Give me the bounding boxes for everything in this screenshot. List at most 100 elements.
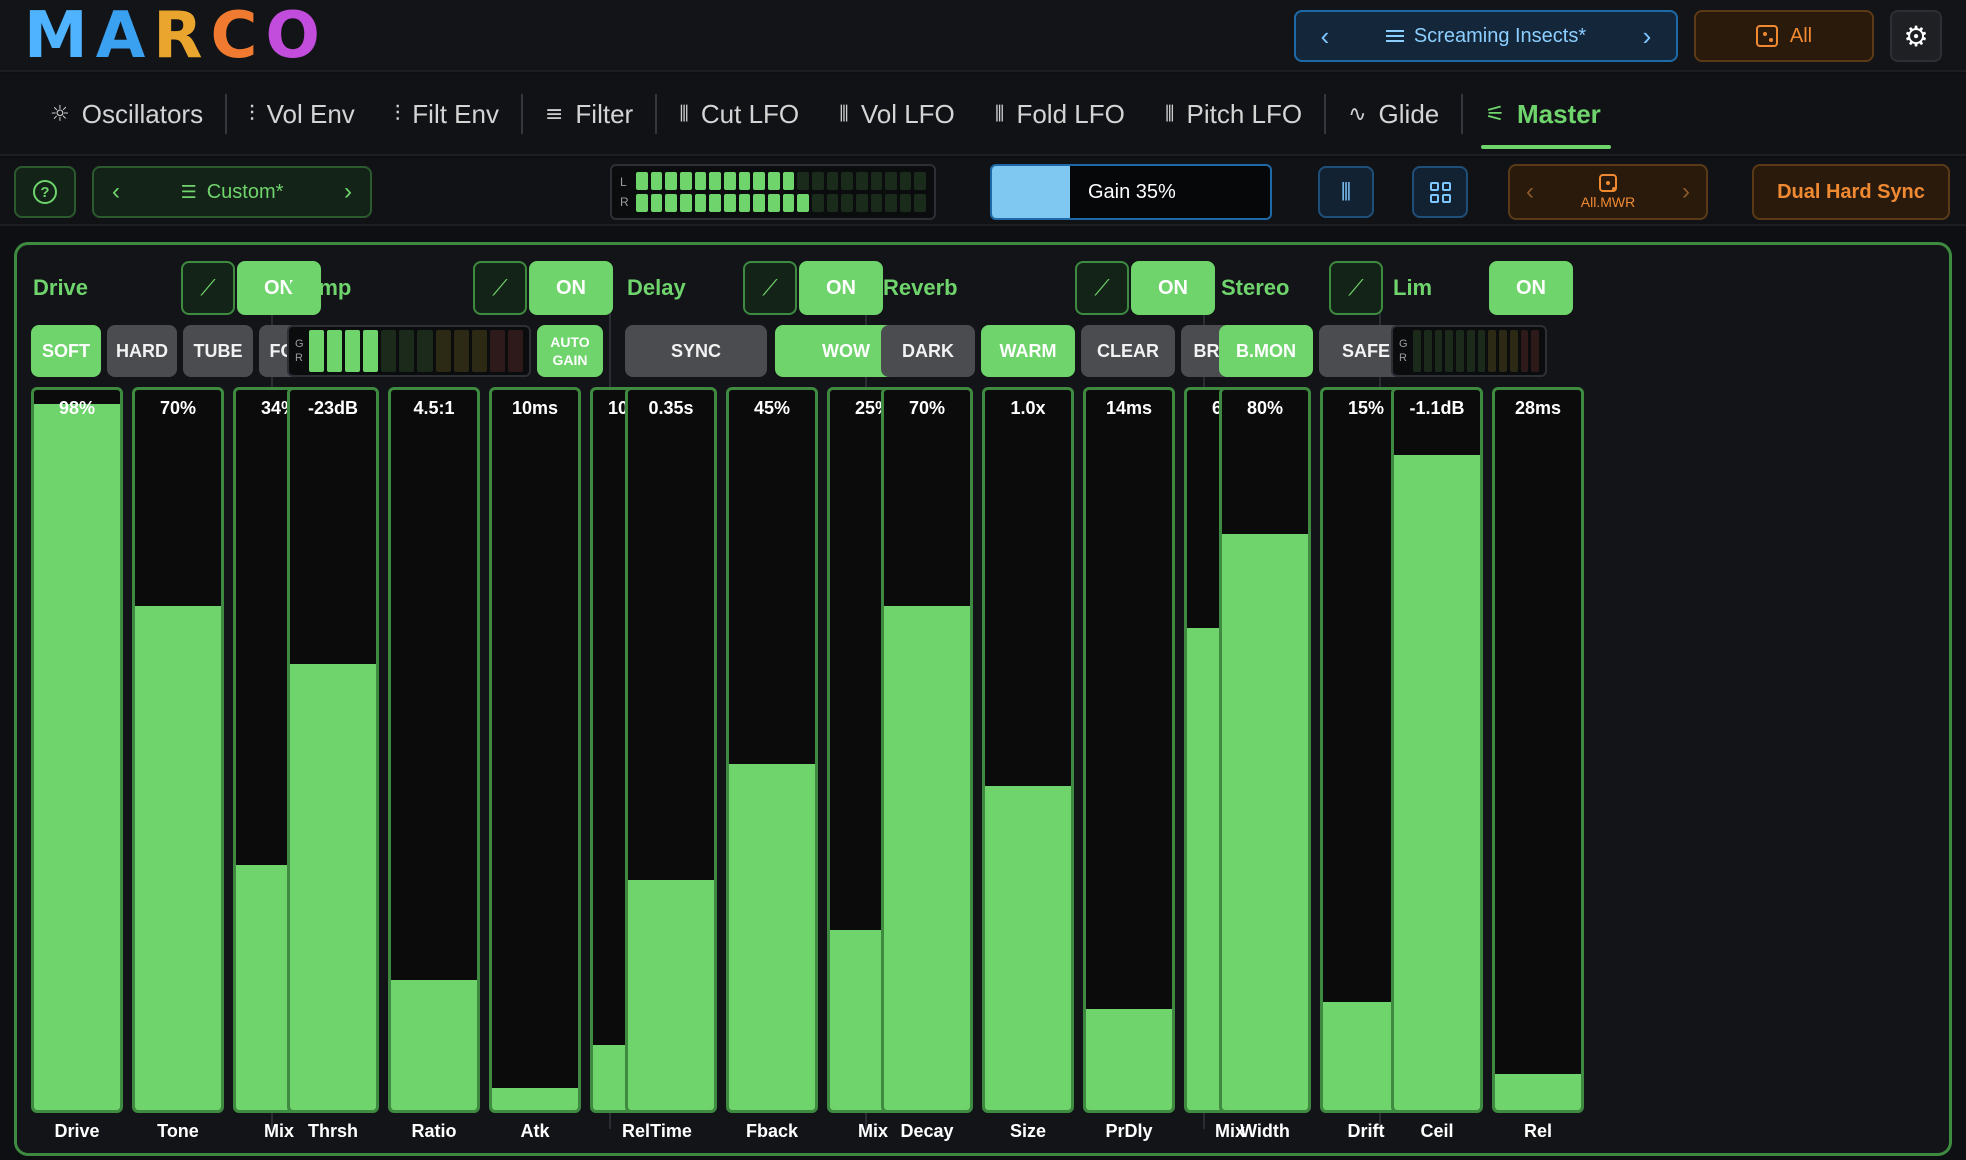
tab-label: Fold LFO [1016, 98, 1125, 129]
fader-value: 80% [1246, 398, 1284, 418]
fader-fill [1222, 534, 1308, 1110]
tab-filter[interactable]: ≡ Filter [525, 85, 653, 143]
tab-filt-env[interactable]: ⫶ Filt Env [375, 85, 519, 143]
settings-button[interactable]: ⚙ [1890, 10, 1942, 62]
preset-selector[interactable]: ‹ Screaming Insects* › [1294, 10, 1678, 62]
mode-button-tube[interactable]: TUBE [183, 325, 253, 377]
tab-label: Pitch LFO [1186, 98, 1303, 129]
meter-row [636, 172, 927, 190]
next-preset-chevron-icon[interactable]: › [1642, 20, 1652, 51]
preset-name-display[interactable]: Screaming Insects* [1385, 25, 1586, 48]
mwr-center[interactable]: All.MWR [1581, 174, 1635, 210]
tab-fold-lfo[interactable]: ⦀ Fold LFO [975, 85, 1145, 143]
toolbar: ? ‹ ☰ Custom* › L R Gain 35% ⦀ ‹ All.MWR… [0, 158, 1966, 226]
mwr-prev-chevron-icon[interactable]: ‹ [1526, 178, 1534, 205]
help-button[interactable]: ? [14, 166, 76, 218]
section-on-toggle[interactable]: ON [799, 261, 883, 315]
gain-slider[interactable]: Gain 35% [990, 164, 1272, 220]
randomize-wand-button[interactable]: ⟋ [1075, 261, 1129, 315]
gr-r-label: R [1399, 352, 1407, 364]
randomize-wand-button[interactable]: ⟋ [473, 261, 527, 315]
randomize-wand-button[interactable]: ⟋ [181, 261, 235, 315]
fader-fill [1394, 454, 1480, 1110]
mwr-label: All.MWR [1580, 194, 1636, 210]
section-on-toggle[interactable]: ON [1489, 261, 1573, 315]
fader-size[interactable]: 1.0x [982, 387, 1074, 1113]
prev-preset-chevron-icon[interactable]: ‹ [1320, 20, 1330, 51]
list-icon [1385, 30, 1404, 42]
fader-fill [492, 1088, 578, 1110]
logo-letter: C [210, 0, 266, 73]
fader-fback[interactable]: 45% [726, 387, 818, 1113]
section-title: Stereo [1221, 275, 1290, 300]
section-on-toggle[interactable]: ON [1131, 261, 1215, 315]
fader-prdly[interactable]: 14ms [1083, 387, 1175, 1113]
grid-view-button[interactable] [1412, 166, 1468, 218]
randomize-wand-button[interactable]: ⟋ [743, 261, 797, 315]
randomize-wand-button[interactable]: ⟋ [1329, 261, 1383, 315]
section-title: Comp [289, 275, 352, 300]
mode-button-soft[interactable]: SOFT [31, 325, 101, 377]
grid-icon [1429, 181, 1451, 203]
section-lim: Lim ON G R -1.1dB Ceil 28ms Rel [1381, 245, 1951, 1153]
fader-label: Width [1240, 1121, 1290, 1141]
fader-label: Decay [900, 1121, 954, 1141]
tab-divider [225, 94, 228, 134]
fader-drive[interactable]: 98% [31, 387, 123, 1113]
section-on-toggle[interactable]: ON [237, 261, 321, 315]
fader-ceil[interactable]: -1.1dB [1391, 387, 1483, 1113]
tab-master[interactable]: ⚟ Master [1465, 85, 1621, 149]
tab-vol-env[interactable]: ⫶ Vol Env [229, 85, 375, 143]
mwr-selector[interactable]: ‹ All.MWR › [1508, 164, 1708, 220]
all-randomize-button[interactable]: All [1694, 10, 1874, 62]
fader-time[interactable]: 0.35s [625, 387, 717, 1113]
fader-value: 14ms [1105, 398, 1153, 418]
waveform-button[interactable]: ⦀ [1318, 166, 1374, 218]
fader-label: Mix [1214, 1121, 1245, 1141]
master-preset-selector[interactable]: ‹ ☰ Custom* › [92, 166, 372, 218]
tab-oscillators[interactable]: ☼ Oscillators [30, 85, 223, 143]
dual-hard-sync-button[interactable]: Dual Hard Sync [1752, 164, 1950, 220]
mwr-next-chevron-icon[interactable]: › [1682, 178, 1690, 205]
meter-right-label: R [620, 195, 629, 209]
fader-fill [34, 404, 120, 1110]
tab-vol-lfo[interactable]: ⦀ Vol LFO [819, 85, 975, 143]
mode-button-sync[interactable]: SYNC [625, 325, 767, 377]
gear-icon: ⚙ [1903, 20, 1929, 52]
fader-fill [290, 663, 376, 1110]
gr-g-label: G [295, 338, 304, 350]
prev-chevron-icon[interactable]: ‹ [112, 178, 120, 205]
fader-label: Size [1009, 1121, 1047, 1141]
fader-tone[interactable]: 70% [132, 387, 224, 1113]
module-tabs: ☼ Oscillators ⫶ Vol Env ⫶ Filt Env ≡ Filter ⦀ Cut… [0, 74, 1966, 156]
section-title: Lim [1393, 275, 1433, 300]
tab-cut-lfo[interactable]: ⦀ Cut LFO [659, 85, 819, 143]
meter-row [636, 194, 927, 212]
master-preset-display[interactable]: ☰ Custom* [181, 181, 284, 204]
tab-glide[interactable]: ∿ Glide [1328, 85, 1459, 143]
gr-r-label: R [295, 352, 303, 364]
fader-rel[interactable]: 28ms [1492, 387, 1584, 1113]
section-on-toggle[interactable]: ON [529, 261, 613, 315]
fader-thrsh[interactable]: -23dB [287, 387, 379, 1113]
fader-atk[interactable]: 10ms [489, 387, 581, 1113]
tab-icon: ☼ [50, 101, 70, 127]
next-chevron-icon[interactable]: › [344, 178, 352, 205]
mode-button-b.mon[interactable]: B.MON [1219, 325, 1313, 377]
tab-icon: ⫶ [249, 101, 255, 127]
tab-pitch-lfo[interactable]: ⦀ Pitch LFO [1145, 85, 1322, 143]
fader-value: 10ms [511, 398, 559, 418]
section-reverb: Reverb⟋ONDARKWARMCLEARBRIGHT70%Decay1.0x… [867, 245, 1276, 1153]
fader-decay[interactable]: 70% [881, 387, 973, 1113]
mode-button-clear[interactable]: CLEAR [1081, 325, 1175, 377]
mode-button-hard[interactable]: HARD [107, 325, 177, 377]
mode-button-warm[interactable]: WARM [981, 325, 1075, 377]
fader-ratio[interactable]: 4.5:1 [388, 387, 480, 1113]
auto-gain-button[interactable]: AUTO GAIN [537, 325, 603, 377]
tab-label: Vol Env [266, 98, 355, 129]
mode-button-dark[interactable]: DARK [881, 325, 975, 377]
fader-width[interactable]: 80% [1219, 387, 1311, 1113]
tab-icon: ⦀ [839, 101, 849, 127]
tab-divider [655, 94, 658, 134]
